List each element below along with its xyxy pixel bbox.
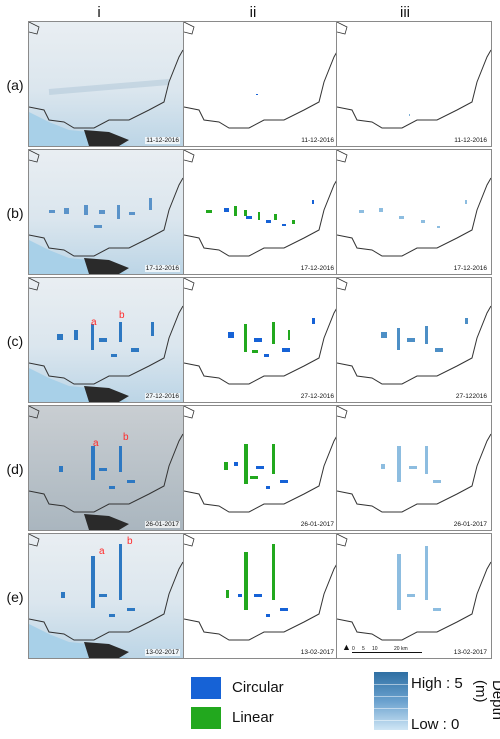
lake-outline-map xyxy=(337,406,491,513)
column-heading-ii: ii xyxy=(249,4,257,21)
date-label: 17-12-2016 xyxy=(452,265,488,272)
satellite-image: a b xyxy=(29,278,183,402)
classification-map-panel: 13-02-2017 xyxy=(183,533,339,659)
linear-swatch xyxy=(191,707,221,729)
row-label-b: (b) xyxy=(6,205,24,221)
date-label: 17-12-2016 xyxy=(299,265,335,272)
satellite-image xyxy=(29,22,183,146)
lake-outline-map xyxy=(337,150,491,257)
scale-5: 5 xyxy=(362,646,365,652)
classification-map-panel: 11-12-2016 xyxy=(183,21,339,147)
classification-map-panel: 27-12-2016 xyxy=(183,277,339,403)
marker-b: b xyxy=(127,536,133,547)
lake-outline-map xyxy=(184,534,338,641)
date-label: 26-01-2017 xyxy=(452,521,488,528)
marker-a: a xyxy=(93,438,99,449)
depth-map-panel: 26-01-2017 xyxy=(336,405,492,531)
classification-map-panel: 17-12-2016 xyxy=(183,149,339,275)
date-label: 11-12-2016 xyxy=(145,137,180,144)
lake-outline-map xyxy=(337,534,491,641)
satellite-image: a b xyxy=(29,406,183,530)
depth-colorbar xyxy=(374,672,408,730)
date-label: 11-12-2016 xyxy=(453,137,488,144)
depth-map-panel: 17-12-2016 xyxy=(336,149,492,275)
date-label: 27-12-2016 xyxy=(144,393,180,400)
circular-swatch xyxy=(191,677,221,699)
row-label-d: (d) xyxy=(6,461,24,477)
linear-label: Linear xyxy=(232,709,274,726)
lake-outline-map xyxy=(337,22,491,129)
lake-outline-map xyxy=(184,278,338,385)
depth-map-panel: 27-122016 xyxy=(336,277,492,403)
scale-0: 0 xyxy=(352,646,355,652)
lake-outline-map xyxy=(184,22,338,129)
date-label: 17-12-2016 xyxy=(144,265,180,272)
date-label: 13-02-2017 xyxy=(144,649,180,656)
north-arrow-icon: ▲ xyxy=(342,642,351,652)
depth-high-label: High : 5 xyxy=(411,675,463,692)
marker-a: a xyxy=(99,546,105,557)
depth-map-panel: 11-12-2016 xyxy=(336,21,492,147)
depth-map-panel: 13-02-2017 ▲ xyxy=(336,533,492,659)
date-label: 13-02-2017 xyxy=(452,649,488,656)
date-label: 27-122016 xyxy=(454,393,488,400)
depth-low-label: Low : 0 xyxy=(411,716,460,733)
scale-10: 10 xyxy=(372,646,378,652)
scale-20: 20 km xyxy=(394,646,408,652)
satellite-image-panel: a b 13-02-2017 xyxy=(28,533,184,659)
column-heading-iii: iii xyxy=(400,4,410,21)
classification-map-panel: 26-01-2017 xyxy=(183,405,339,531)
satellite-image xyxy=(29,150,183,274)
date-label: 26-01-2017 xyxy=(144,521,180,528)
marker-b: b xyxy=(119,310,125,321)
satellite-image-panel: 17-12-2016 xyxy=(28,149,184,275)
row-label-e: (e) xyxy=(6,589,24,605)
date-label: 13-02-2017 xyxy=(299,649,335,656)
satellite-image-panel: a b 27-12-2016 xyxy=(28,277,184,403)
date-label: 27-12-2016 xyxy=(299,393,335,400)
satellite-image-panel: 11-12-2016 xyxy=(28,21,184,147)
row-label-c: (c) xyxy=(6,333,24,349)
lake-outline-map xyxy=(184,150,338,257)
depth-title: Depth (m) xyxy=(472,680,500,721)
circular-label: Circular xyxy=(232,679,284,696)
scale-bar: 0 5 10 20 km xyxy=(352,646,422,655)
date-label: 26-01-2017 xyxy=(299,521,335,528)
column-heading-i: i xyxy=(97,4,101,21)
row-label-a: (a) xyxy=(6,77,24,93)
lake-outline-map xyxy=(184,406,338,513)
date-label: 11-12-2016 xyxy=(300,137,335,144)
lake-outline-map xyxy=(337,278,491,385)
satellite-image-panel: a b 26-01-2017 xyxy=(28,405,184,531)
marker-b: b xyxy=(123,432,129,443)
satellite-image: a b xyxy=(29,534,183,658)
marker-a: a xyxy=(91,317,97,328)
